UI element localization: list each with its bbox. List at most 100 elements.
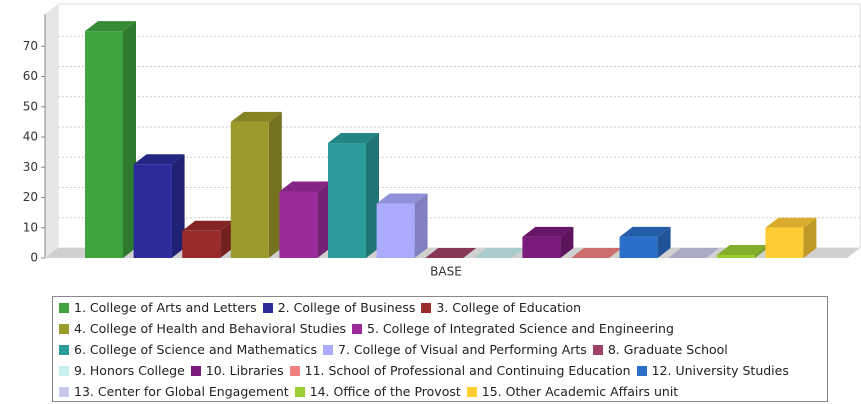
bar-side	[171, 154, 185, 258]
y-tick-label: 20	[23, 190, 38, 204]
legend-label: 12. University Studies	[651, 363, 789, 378]
legend-item: 13. Center for Global Engagement	[59, 381, 289, 402]
legend-item: 5. College of Integrated Science and Eng…	[352, 318, 674, 339]
bar	[376, 203, 415, 258]
legend-label: 4. College of Health and Behavioral Stud…	[74, 321, 347, 336]
bar-side	[657, 226, 671, 258]
legend-item: 15. Other Academic Affairs unit	[466, 381, 679, 402]
legend-item: 10. Libraries	[190, 360, 284, 381]
legend-row: 13. Center for Global Engagement 14. Offi…	[53, 381, 827, 402]
legend-label: 11. School of Professional and Continuin…	[304, 363, 631, 378]
y-tick-label: 70	[23, 39, 38, 53]
legend-item: 14. Office of the Provost	[294, 381, 461, 402]
bar	[133, 164, 172, 258]
bar-side	[560, 226, 574, 258]
legend-label: 1. College of Arts and Letters	[74, 300, 257, 315]
legend-swatch	[289, 366, 300, 376]
legend-row: 9. Honors College 10. Libraries 11. School…	[53, 360, 827, 381]
legend-swatch	[59, 366, 69, 376]
bar-side	[220, 220, 234, 258]
bar-top	[522, 226, 574, 237]
back-wall	[57, 3, 861, 249]
bar-top	[279, 181, 331, 192]
legend-swatch	[466, 387, 477, 397]
bar-top	[571, 248, 622, 258]
legend-swatch	[352, 324, 363, 334]
legend-swatch	[59, 303, 69, 313]
legend-item: 2. College of Business	[262, 297, 416, 318]
legend-label: 14. Office of the Provost	[309, 384, 461, 399]
legend-item: 9. Honors College	[59, 360, 185, 381]
legend-row: 4. College of Health and Behavioral Stud…	[53, 318, 827, 339]
y-tick-label: 0	[30, 251, 38, 265]
bar-side	[414, 193, 428, 258]
legend-swatch	[592, 345, 603, 355]
bar	[716, 254, 755, 258]
bar-top	[619, 226, 671, 237]
legend-item: 4. College of Health and Behavioral Stud…	[59, 318, 346, 339]
legend-swatch	[421, 303, 432, 313]
legend-swatch	[636, 366, 647, 376]
bar-side	[366, 133, 379, 258]
bar-top	[716, 244, 768, 255]
bar	[765, 227, 804, 258]
y-tick-label: 10	[23, 220, 38, 234]
bar	[85, 31, 123, 258]
bar-top	[182, 220, 234, 231]
legend-label: 5. College of Integrated Science and Eng…	[367, 321, 674, 336]
legend-row: 6. College of Science and Mathematics 7. …	[53, 339, 827, 360]
legend-item: 12. University Studies	[636, 360, 789, 381]
bar-top	[85, 21, 136, 32]
legend-label: 13. Center for Global Engagement	[74, 384, 289, 399]
bar-side	[123, 21, 136, 258]
bar	[279, 191, 318, 258]
legend-item: 11. School of Professional and Continuin…	[289, 360, 631, 381]
bar	[619, 236, 658, 258]
legend-swatch	[59, 387, 69, 397]
bar	[522, 236, 561, 258]
chart: 0 10 20 30 40 50 60 70 BASE	[22, 3, 861, 279]
legend: 1. College of Arts and Letters 2. College…	[52, 296, 828, 402]
legend-swatch	[190, 366, 201, 376]
side-wall	[45, 4, 58, 258]
bar-top	[133, 154, 185, 165]
legend-label: 9. Honors College	[74, 363, 185, 378]
bar-side	[268, 111, 282, 258]
bar-top	[668, 248, 720, 258]
bar-top	[376, 193, 428, 204]
legend-row: 1. College of Arts and Letters 2. College…	[53, 297, 827, 318]
bar-top	[425, 248, 477, 258]
bar	[230, 121, 269, 258]
bar	[328, 143, 366, 258]
legend-label: 8. Graduate School	[607, 342, 728, 357]
bar-side	[754, 244, 768, 258]
bar-side	[317, 181, 331, 258]
legend-label: 15. Other Academic Affairs unit	[481, 384, 679, 399]
y-tick-label: 60	[23, 69, 38, 83]
legend-item: 1. College of Arts and Letters	[59, 297, 257, 318]
legend-label: 10. Libraries	[205, 363, 284, 378]
bar-top	[765, 217, 817, 228]
bar	[182, 230, 221, 258]
legend-swatch	[59, 345, 69, 355]
legend-item: 7. College of Visual and Performing Arts	[323, 339, 587, 360]
bar-top	[328, 133, 379, 144]
bar-top	[473, 248, 525, 258]
legend-label: 2. College of Business	[277, 300, 416, 315]
x-tick-label: BASE	[430, 265, 462, 279]
y-tick-label: 50	[23, 99, 38, 113]
bar-side	[803, 217, 817, 258]
legend-item: 3. College of Education	[421, 297, 581, 318]
legend-label: 6. College of Science and Mathematics	[74, 342, 318, 357]
legend-swatch	[294, 387, 305, 397]
legend-swatch	[262, 303, 273, 313]
y-tick-label: 30	[23, 160, 38, 174]
legend-swatch	[323, 345, 334, 355]
y-tick-label: 40	[23, 130, 38, 144]
legend-item: 8. Graduate School	[592, 339, 728, 360]
legend-label: 7. College of Visual and Performing Arts	[338, 342, 587, 357]
legend-item: 6. College of Science and Mathematics	[59, 339, 317, 360]
legend-swatch	[59, 324, 69, 334]
legend-label: 3. College of Education	[436, 300, 582, 315]
bar-top	[230, 111, 282, 122]
